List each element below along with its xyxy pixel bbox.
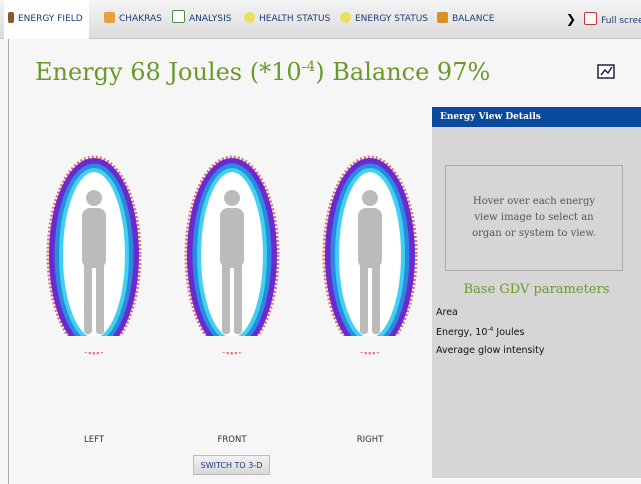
hint-box: Hover over each energy view image to sel… [445, 165, 623, 271]
aura-part [234, 262, 242, 334]
aura-part [86, 190, 102, 206]
tab[interactable]: CHAKRAS [104, 0, 162, 38]
aura-part [192, 336, 272, 352]
tab-label: ENERGY FIELD [18, 14, 83, 24]
energy-views[interactable] [30, 150, 430, 370]
tab[interactable]: ENERGY FIELD [4, 0, 89, 39]
tab-label: BALANCE [452, 14, 495, 24]
aura-part [224, 190, 240, 206]
panel-title: Energy View Details [432, 107, 641, 127]
switch-button[interactable]: SWITCH TO 3-D [193, 455, 270, 475]
aura-part [220, 208, 244, 268]
aura-part [360, 262, 368, 334]
param-text: Energy, 10 [436, 327, 488, 339]
tab-label: HEALTH STATUS [259, 14, 331, 24]
page-title: Energy 68 Joules (*10-4) Balance 97% [35, 58, 490, 86]
aura-part [46, 155, 142, 355]
tab[interactable]: ANALYSIS [172, 0, 231, 38]
title-sup: -4 [301, 59, 316, 75]
aura-part [322, 155, 418, 355]
title-text: Energy 68 Joules (*10 [35, 58, 302, 86]
title-text: ) Balance 97% [315, 58, 491, 86]
view-label: LEFT [83, 435, 105, 445]
aura-part [222, 262, 230, 334]
param: Area [436, 307, 458, 318]
tab[interactable]: BALANCE [437, 0, 494, 38]
aura-part [330, 336, 410, 352]
tab[interactable]: ENERGY STATUS [340, 0, 428, 38]
aura-part [54, 336, 134, 352]
export-icon[interactable] [597, 62, 617, 80]
param-sup: -4 [487, 326, 494, 333]
view-label: FRONT [217, 435, 247, 445]
tab-label: ENERGY STATUS [355, 14, 429, 24]
details-panel: Energy View Details Hover over each ener… [432, 107, 641, 478]
aura-part [362, 190, 378, 206]
tab-label: CHAKRAS [119, 14, 162, 24]
fullscreen[interactable]: ❯ Full scree [566, 0, 641, 38]
aura-part [82, 208, 106, 268]
aura-part [184, 155, 280, 355]
aura [46, 155, 418, 355]
param: Energy, 10-4 Joules [436, 326, 524, 338]
tab-label: Full scree [601, 16, 641, 26]
tab-label: ANALYSIS [189, 14, 232, 24]
divider [8, 39, 9, 484]
view-label: RIGHT [356, 435, 384, 445]
params-title: Base GDV parameters [463, 282, 610, 297]
aura-part [358, 208, 382, 268]
param: Average glow intensity [436, 345, 545, 356]
nav-bar: ENERGY FIELD CHAKRAS ANALYSIS HEALTH STA… [0, 0, 641, 39]
tab[interactable]: HEALTH STATUS [244, 0, 330, 38]
aura-part [372, 262, 380, 334]
aura-part [96, 262, 104, 334]
param-text: Joules [493, 327, 525, 339]
aura-part [84, 262, 92, 334]
